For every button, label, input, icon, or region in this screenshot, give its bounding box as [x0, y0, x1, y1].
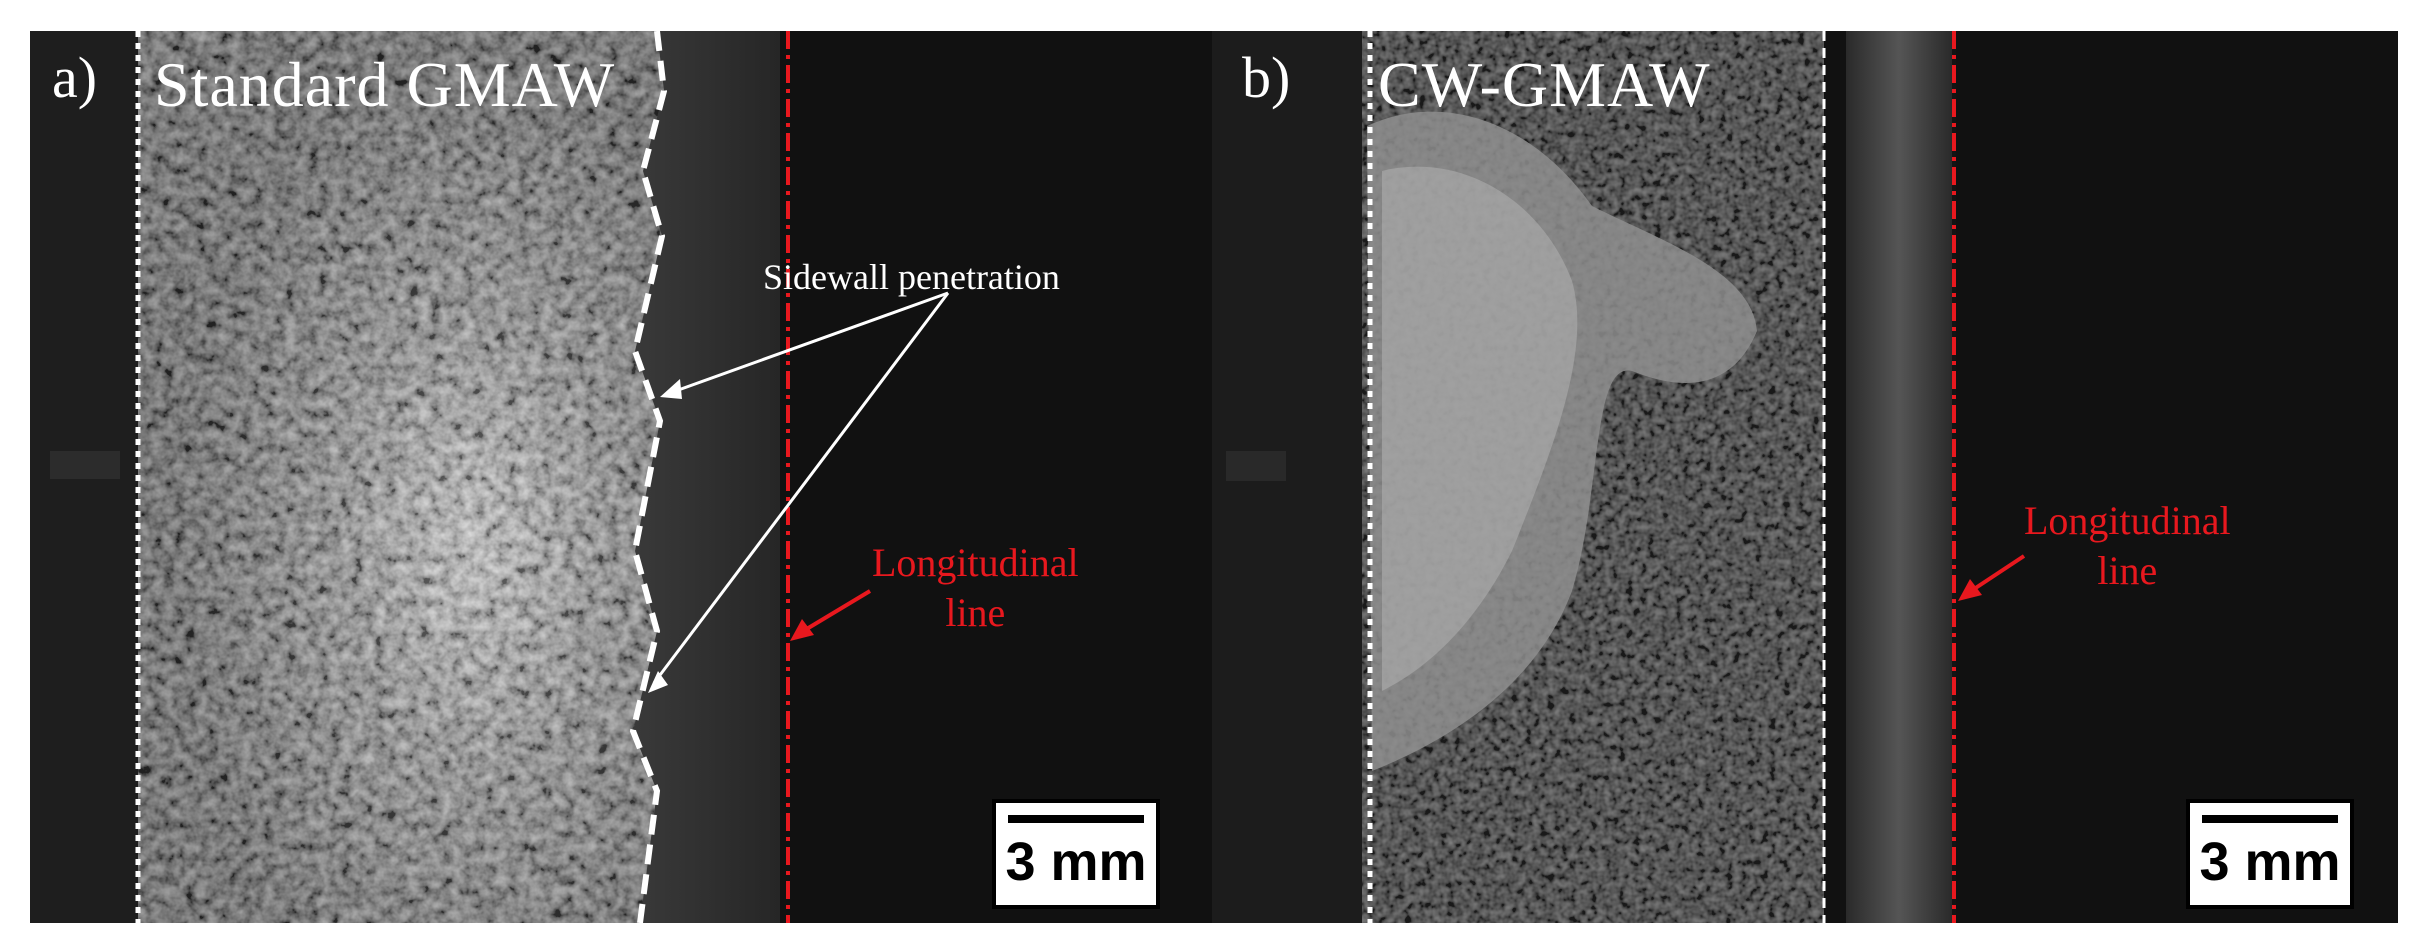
longitudinal-line-label-b-line1: Longitudinal	[2024, 498, 2231, 543]
weld-micrograph-b	[1212, 31, 2398, 923]
panel-standard-gmaw: a) Standard GMAW Sidewall penetration Lo…	[30, 31, 1216, 923]
scale-bar-a-label: 3 mm	[1005, 832, 1147, 892]
longitudinal-line-label-a-line1: Longitudinal	[872, 540, 1079, 585]
longitudinal-line-label-b: Longitudinal line	[2024, 496, 2231, 596]
scale-bar-a: 3 mm	[992, 799, 1160, 909]
longitudinal-line-label-a-line2: line	[945, 590, 1006, 635]
scale-bar-b-label: 3 mm	[2199, 832, 2341, 892]
panel-label-b: b)	[1242, 45, 1291, 110]
panel-cw-gmaw: b) CW-GMAW Longitudinal line 3 mm	[1212, 31, 2398, 923]
longitudinal-line-label-a: Longitudinal line	[872, 538, 1079, 638]
scale-bar-a-line	[1008, 815, 1144, 823]
panel-label-a: a)	[52, 45, 98, 110]
longitudinal-line-label-b-line2: line	[2097, 548, 2158, 593]
sidewall-penetration-label: Sidewall penetration	[763, 257, 1060, 297]
weld-micrograph-a	[30, 31, 1216, 923]
panel-title-b: CW-GMAW	[1378, 49, 1711, 120]
scale-bar-b: 3 mm	[2186, 799, 2354, 909]
panel-title-a: Standard GMAW	[154, 49, 616, 120]
scale-bar-b-line	[2202, 815, 2338, 823]
